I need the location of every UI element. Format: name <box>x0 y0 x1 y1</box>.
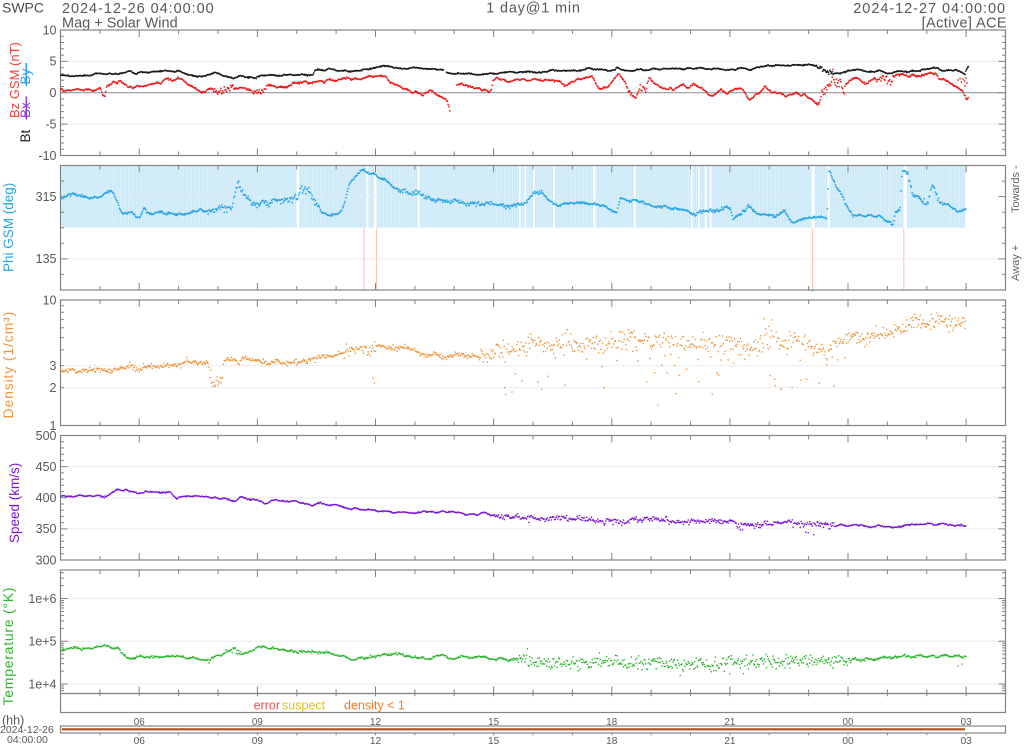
svg-text:2: 2 <box>50 381 57 395</box>
svg-text:2024-12-26 04:00:00: 2024-12-26 04:00:00 <box>62 1 215 17</box>
svg-text:135: 135 <box>36 252 57 266</box>
svg-text:09: 09 <box>252 717 263 728</box>
svg-text:density < 1: density < 1 <box>344 699 405 713</box>
svg-text:18: 18 <box>606 736 618 747</box>
svg-text:03: 03 <box>961 717 972 728</box>
svg-text:06: 06 <box>134 717 145 728</box>
svg-text:suspect: suspect <box>282 699 326 713</box>
svg-text:300: 300 <box>36 553 57 567</box>
svg-text:-10: -10 <box>38 149 56 163</box>
svg-text:Bt: Bt <box>18 129 33 142</box>
svg-text:10: 10 <box>43 293 57 307</box>
svg-text:09: 09 <box>252 736 264 747</box>
svg-text:0: 0 <box>50 86 57 100</box>
svg-text:03: 03 <box>960 736 972 747</box>
svg-text:By: By <box>18 68 33 84</box>
svg-text:Temperature (°K): Temperature (°K) <box>0 587 16 706</box>
svg-text:350: 350 <box>36 522 57 536</box>
svg-text:00: 00 <box>843 717 854 728</box>
svg-text:400: 400 <box>36 491 57 505</box>
svg-text:04:00:00: 04:00:00 <box>7 734 48 746</box>
svg-text:10: 10 <box>43 23 57 37</box>
svg-text:12: 12 <box>370 736 382 747</box>
svg-text:1e+4: 1e+4 <box>28 677 56 691</box>
svg-text:21: 21 <box>724 736 736 747</box>
svg-text:Speed (km/s): Speed (km/s) <box>7 463 22 543</box>
svg-text:Mag + Solar Wind: Mag + Solar Wind <box>62 16 178 32</box>
svg-text:[Active] ACE: [Active] ACE <box>922 16 1007 32</box>
svg-text:00: 00 <box>842 736 854 747</box>
svg-text:Towards -: Towards - <box>1010 165 1022 213</box>
svg-text:1 day@1 min: 1 day@1 min <box>486 1 580 17</box>
svg-text:Phi GSM (deg): Phi GSM (deg) <box>1 183 16 272</box>
svg-text:5: 5 <box>50 55 57 69</box>
svg-text:2024-12-26: 2024-12-26 <box>0 724 54 736</box>
svg-text:-5: -5 <box>45 117 56 131</box>
svg-text:Density (1/cm³): Density (1/cm³) <box>0 311 16 419</box>
svg-text:1e+6: 1e+6 <box>28 592 56 606</box>
svg-text:Away +: Away + <box>1010 245 1022 281</box>
svg-text:15: 15 <box>488 736 500 747</box>
svg-text:Bx: Bx <box>18 102 33 118</box>
svg-text:15: 15 <box>488 717 499 728</box>
svg-text:12: 12 <box>370 717 381 728</box>
svg-text:1: 1 <box>50 419 57 433</box>
svg-text:450: 450 <box>36 460 57 474</box>
svg-text:(hh): (hh) <box>2 714 24 728</box>
svg-text:500: 500 <box>36 429 57 443</box>
svg-text:error: error <box>254 699 280 713</box>
svg-text:06: 06 <box>134 736 146 747</box>
svg-text:3: 3 <box>50 359 57 373</box>
svg-text:18: 18 <box>606 717 617 728</box>
svg-text:Bz GSM (nT): Bz GSM (nT) <box>7 42 22 118</box>
svg-text:315: 315 <box>36 190 57 204</box>
svg-text:1e+5: 1e+5 <box>28 635 56 649</box>
svg-text:SWPC: SWPC <box>2 0 44 16</box>
svg-text:2024-12-27 04:00:00: 2024-12-27 04:00:00 <box>853 1 1006 17</box>
svg-text:21: 21 <box>724 717 735 728</box>
